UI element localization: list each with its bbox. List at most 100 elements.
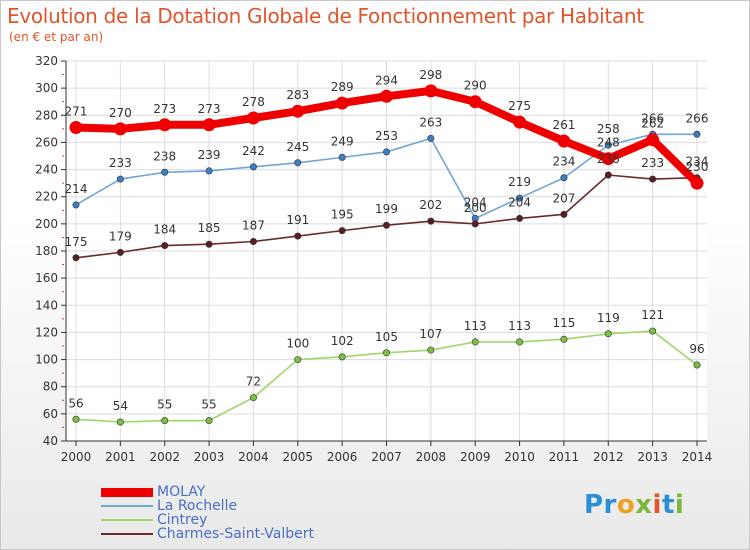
data-label: 200 bbox=[464, 201, 487, 215]
data-point bbox=[690, 176, 704, 190]
data-label: 105 bbox=[375, 330, 398, 344]
data-label: 290 bbox=[464, 79, 487, 93]
data-label: 248 bbox=[597, 136, 620, 150]
y-tick-label: 200 bbox=[35, 217, 58, 231]
data-point bbox=[516, 214, 524, 222]
data-label: 273 bbox=[153, 102, 176, 116]
data-label: 238 bbox=[153, 149, 176, 163]
data-label: 253 bbox=[375, 129, 398, 143]
data-point bbox=[646, 133, 660, 147]
legend-swatch bbox=[101, 519, 153, 521]
data-label: 96 bbox=[689, 342, 704, 356]
data-label: 187 bbox=[242, 219, 265, 233]
data-label: 239 bbox=[198, 148, 221, 162]
data-label: 195 bbox=[331, 208, 354, 222]
legend-swatch bbox=[101, 505, 153, 507]
data-label: 185 bbox=[198, 221, 221, 235]
x-tick-label: 2001 bbox=[105, 450, 136, 464]
data-point bbox=[72, 415, 80, 423]
data-label: 214 bbox=[65, 182, 88, 196]
y-tick-label: 160 bbox=[35, 271, 58, 285]
x-tick-label: 2002 bbox=[149, 450, 180, 464]
data-label: 261 bbox=[552, 118, 575, 132]
data-point bbox=[693, 130, 701, 138]
x-tick-label: 2009 bbox=[460, 450, 491, 464]
data-point bbox=[560, 335, 568, 343]
data-label: 72 bbox=[246, 375, 261, 389]
data-point bbox=[69, 121, 83, 134]
y-tick-label: 240 bbox=[35, 163, 58, 177]
data-point bbox=[335, 96, 349, 110]
data-point bbox=[113, 122, 127, 136]
data-point bbox=[249, 238, 257, 246]
data-point bbox=[291, 104, 305, 118]
data-point bbox=[382, 221, 390, 229]
data-point bbox=[468, 95, 482, 109]
data-point bbox=[604, 330, 612, 338]
data-label: 242 bbox=[242, 144, 265, 158]
data-point bbox=[116, 418, 124, 426]
data-point bbox=[72, 201, 80, 209]
x-tick-label: 2006 bbox=[327, 450, 358, 464]
x-tick-label: 2003 bbox=[194, 450, 225, 464]
data-point bbox=[649, 175, 657, 183]
data-point bbox=[471, 338, 479, 346]
legend-label: Cintrey bbox=[157, 512, 208, 528]
legend-label: Charmes-Saint-Valbert bbox=[157, 526, 314, 542]
data-label: 179 bbox=[109, 229, 132, 243]
data-point bbox=[380, 89, 393, 103]
y-tick-label: 40 bbox=[43, 434, 58, 448]
y-tick-label: 80 bbox=[43, 380, 58, 394]
data-point bbox=[338, 227, 346, 235]
data-point bbox=[382, 148, 390, 156]
data-label: 294 bbox=[375, 73, 398, 87]
data-label: 219 bbox=[508, 175, 531, 189]
data-point bbox=[649, 327, 657, 335]
data-label: 102 bbox=[331, 334, 354, 348]
logo-letter: i bbox=[674, 490, 685, 520]
data-point bbox=[424, 84, 438, 98]
x-tick-label: 2000 bbox=[61, 450, 92, 464]
data-label: 273 bbox=[198, 102, 221, 116]
data-point bbox=[604, 141, 612, 149]
data-point bbox=[338, 353, 346, 361]
data-label: 258 bbox=[597, 122, 620, 136]
data-label: 230 bbox=[686, 160, 709, 174]
data-point bbox=[158, 118, 172, 132]
data-point bbox=[382, 349, 390, 357]
y-tick-label: 320 bbox=[35, 54, 58, 68]
y-tick-label: 100 bbox=[35, 353, 58, 367]
data-point bbox=[516, 338, 524, 346]
data-label: 204 bbox=[464, 195, 487, 209]
data-label: 204 bbox=[508, 195, 531, 209]
data-point bbox=[205, 417, 213, 425]
data-point bbox=[560, 210, 568, 218]
legend-label: La Rochelle bbox=[157, 498, 238, 514]
data-point bbox=[249, 394, 257, 402]
legend-label: MOLAY bbox=[157, 484, 206, 500]
data-point bbox=[116, 248, 124, 256]
data-point bbox=[202, 118, 216, 132]
data-point bbox=[427, 217, 435, 225]
data-label: 249 bbox=[331, 134, 354, 148]
data-label: 233 bbox=[109, 156, 132, 170]
data-point bbox=[161, 168, 169, 176]
x-tick-label: 2005 bbox=[283, 450, 314, 464]
data-label: 191 bbox=[286, 213, 309, 227]
data-label: 266 bbox=[641, 111, 664, 125]
logo-letter: x bbox=[635, 490, 653, 520]
data-label: 175 bbox=[65, 235, 88, 249]
data-label: 271 bbox=[65, 105, 88, 119]
data-label: 121 bbox=[641, 308, 664, 322]
data-label: 184 bbox=[153, 223, 176, 237]
data-label: 115 bbox=[552, 316, 575, 330]
data-point bbox=[338, 153, 346, 161]
data-label: 113 bbox=[508, 319, 531, 333]
y-tick-label: 180 bbox=[35, 244, 58, 258]
data-label: 55 bbox=[157, 398, 172, 412]
data-point bbox=[161, 242, 169, 250]
legend-swatch bbox=[101, 488, 153, 497]
data-label: 107 bbox=[419, 327, 442, 341]
data-point bbox=[205, 240, 213, 248]
